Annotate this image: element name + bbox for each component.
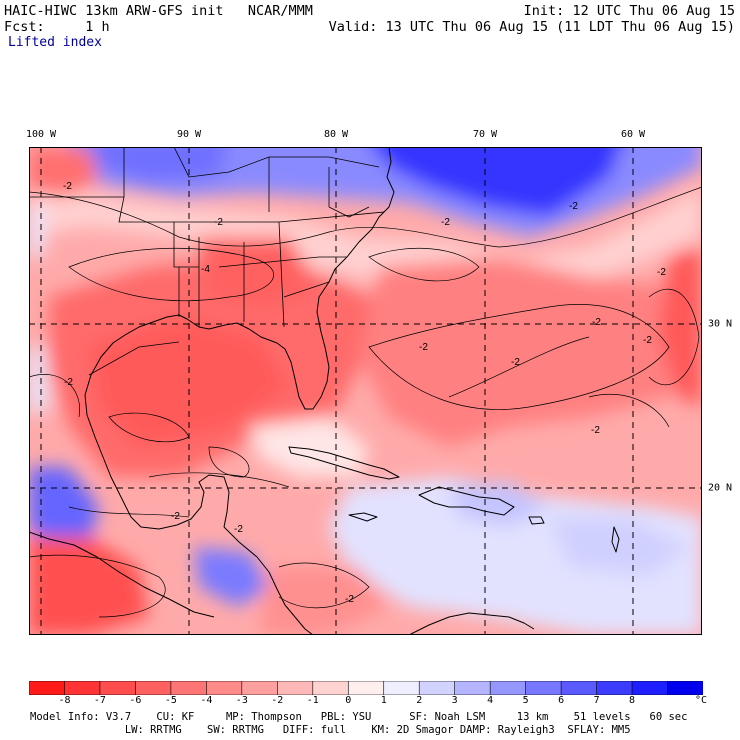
colorbar-cell	[347, 681, 385, 695]
shaded-field	[29, 147, 702, 635]
colorbar-cell	[170, 681, 208, 695]
contour-label: -2	[63, 181, 72, 192]
contour-label: -2	[591, 425, 600, 436]
contour-label: -2	[171, 511, 180, 522]
contour-label: -2	[345, 594, 354, 605]
contour-label: -2	[64, 377, 73, 388]
valid-time: Valid: 13 UTC Thu 06 Aug 15 (11 LDT Thu …	[328, 19, 735, 35]
colorbar-cell	[667, 681, 703, 695]
lon-label-60w: 60 W	[620, 129, 646, 140]
contour-label: -2	[643, 335, 652, 346]
colorbar-tick-label: -4	[200, 695, 213, 706]
contour-label: -4	[201, 264, 210, 275]
colorbar-cell	[631, 681, 669, 695]
colorbar-tick-label: -3	[235, 695, 248, 706]
colorbar-tick-label: -8	[58, 695, 71, 706]
colorbar-cell	[99, 681, 137, 695]
map-frame	[29, 147, 702, 635]
colorbar-tick-label: -6	[129, 695, 142, 706]
lifted-index-map: -2 -2 -2 -2 -4 -2 -2 -2 -2 -2 -2 -2 -2 -…	[29, 147, 702, 635]
colorbar-tick-label: -7	[93, 695, 106, 706]
model-info-line1: Model Info: V3.7 CU: KF MP: Thompson PBL…	[30, 711, 688, 723]
model-title: HAIC-HIWC 13km ARW-GFS init NCAR/MMM	[4, 3, 313, 19]
contour-label: -2	[657, 267, 666, 278]
contour-label: -2	[592, 317, 601, 328]
init-time: Init: 12 UTC Thu 06 Aug 15	[523, 3, 735, 19]
colorbar-tick-label: 7	[593, 695, 600, 706]
colorbar-cell	[206, 681, 243, 695]
colorbar-cell	[241, 681, 279, 695]
colorbar-tick-label: 0	[345, 695, 352, 706]
lon-label-90w: 90 W	[176, 129, 202, 140]
colorbar-tick-label: 4	[487, 695, 494, 706]
colorbar-cell	[560, 681, 598, 695]
colorbar-tick-label: 5	[522, 695, 529, 706]
contour-label: -2	[441, 217, 450, 228]
colorbar-unit: °C	[694, 695, 708, 706]
colorbar-tick-label: 8	[629, 695, 636, 706]
contour-label: -2	[419, 342, 428, 353]
contour-labels: -2 -2 -2 -2 -4 -2 -2 -2 -2 -2 -2 -2 -2 -…	[63, 181, 666, 605]
colorbar-cell	[596, 681, 633, 695]
lat-label-30n: 30 N	[708, 318, 733, 330]
colorbar-tick-label: -5	[164, 695, 177, 706]
field-name: Lifted index	[8, 35, 102, 50]
lon-label-80w: 80 W	[323, 129, 349, 140]
colorbar-cell	[418, 681, 456, 695]
colorbar-cell	[135, 681, 172, 695]
colorbar	[29, 681, 703, 695]
contours	[29, 186, 702, 618]
colorbar-cell	[454, 681, 491, 695]
lon-label-100w: 100 W	[25, 129, 57, 140]
colorbar-cell	[525, 681, 562, 695]
colorbar-tick-label: -2	[271, 695, 284, 706]
lat-label-20n: 20 N	[708, 482, 733, 494]
forecast-hour: Fcst: 1 h	[4, 19, 110, 35]
contour-label: -2	[511, 357, 520, 368]
lat-lon-grid	[29, 147, 702, 635]
colorbar-tick-label: 6	[558, 695, 565, 706]
colorbar-cell	[312, 681, 350, 695]
colorbar-cell	[489, 681, 527, 695]
contour-label: -2	[214, 217, 223, 228]
colorbar-cell	[64, 681, 101, 695]
contour-label: -2	[569, 201, 578, 212]
colorbar-cell	[29, 681, 66, 695]
model-info-line2: LW: RRTMG SW: RRTMG DIFF: full KM: 2D Sm…	[30, 724, 631, 736]
contour-label: -2	[234, 524, 243, 535]
colorbar-cell	[383, 681, 421, 695]
colorbar-tick-label: 2	[416, 695, 423, 706]
lon-label-70w: 70 W	[472, 129, 498, 140]
colorbar-tick-label: 1	[380, 695, 387, 706]
colorbar-tick-label: 3	[451, 695, 458, 706]
coastlines	[29, 147, 620, 635]
colorbar-tick-label: -1	[306, 695, 319, 706]
colorbar-cell	[277, 681, 314, 695]
